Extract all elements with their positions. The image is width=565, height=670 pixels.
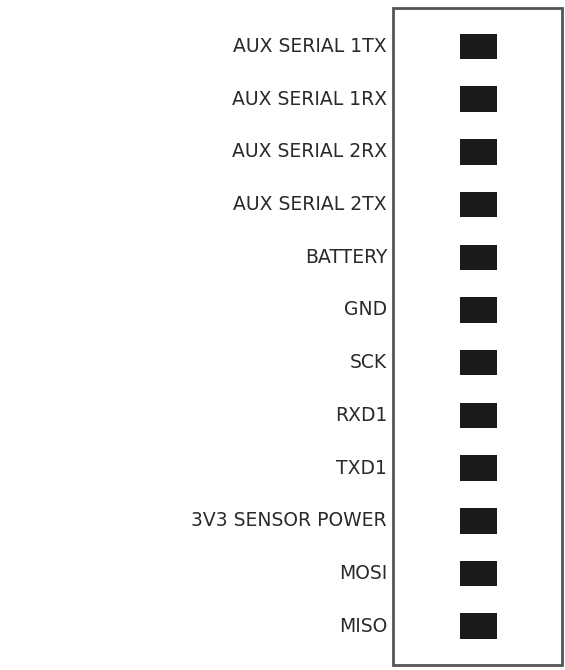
Text: AUX SERIAL 1TX: AUX SERIAL 1TX bbox=[233, 37, 387, 56]
Text: AUX SERIAL 1RX: AUX SERIAL 1RX bbox=[232, 90, 387, 109]
Bar bbox=[460, 403, 497, 428]
Bar bbox=[460, 508, 497, 533]
Bar bbox=[393, 8, 562, 665]
Text: TXD1: TXD1 bbox=[336, 458, 387, 478]
Text: GND: GND bbox=[344, 300, 387, 320]
Bar bbox=[460, 614, 497, 639]
Bar bbox=[460, 192, 497, 217]
Text: RXD1: RXD1 bbox=[334, 406, 387, 425]
Bar bbox=[460, 561, 497, 586]
Text: MISO: MISO bbox=[339, 616, 387, 636]
Text: MOSI: MOSI bbox=[339, 564, 387, 583]
Text: AUX SERIAL 2RX: AUX SERIAL 2RX bbox=[232, 142, 387, 161]
Bar bbox=[460, 34, 497, 59]
Bar bbox=[460, 297, 497, 323]
Text: SCK: SCK bbox=[350, 353, 387, 373]
Bar bbox=[460, 350, 497, 375]
Text: AUX SERIAL 2TX: AUX SERIAL 2TX bbox=[233, 195, 387, 214]
Text: BATTERY: BATTERY bbox=[305, 248, 387, 267]
Bar bbox=[460, 139, 497, 165]
Text: 3V3 SENSOR POWER: 3V3 SENSOR POWER bbox=[192, 511, 387, 531]
Bar bbox=[460, 245, 497, 270]
Bar bbox=[460, 86, 497, 112]
Bar bbox=[460, 456, 497, 481]
